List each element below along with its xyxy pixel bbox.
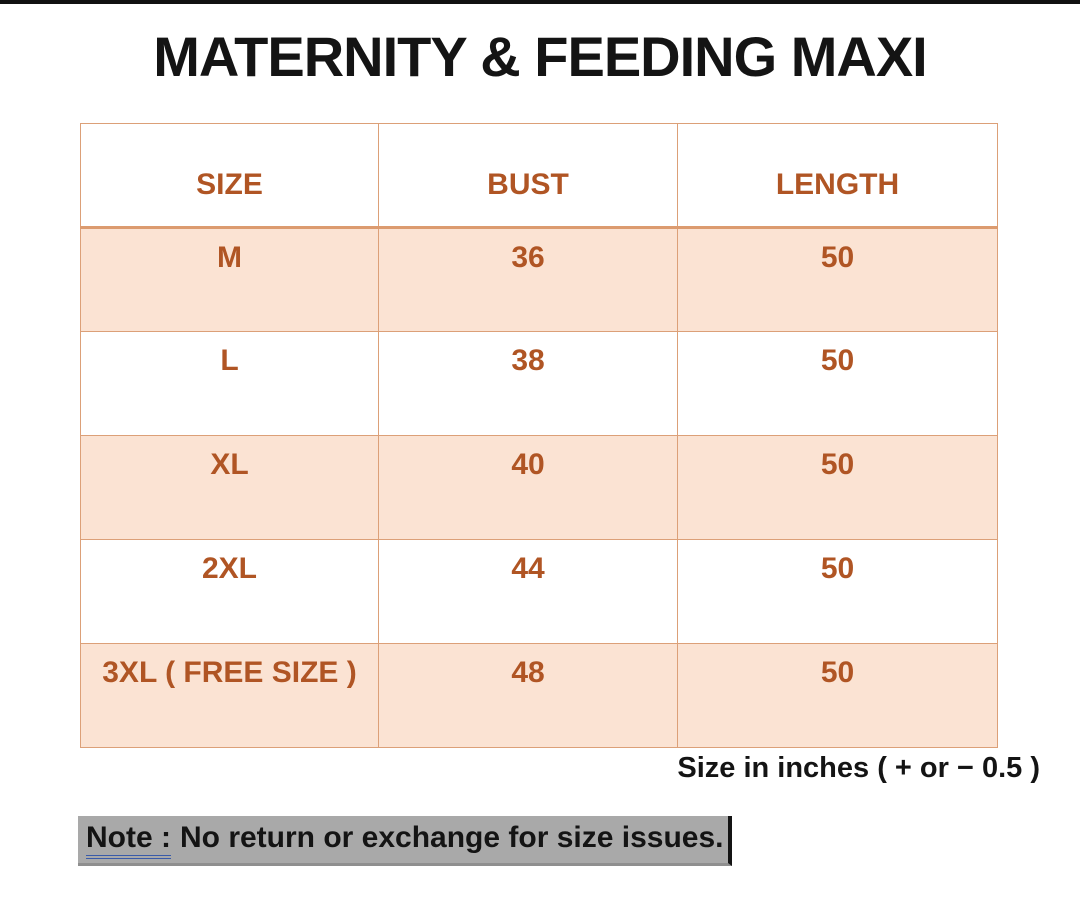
size-cell: M	[80, 227, 379, 332]
length-cell: 50	[677, 643, 998, 748]
size-cell: XL	[80, 435, 379, 540]
table-row: 3XL ( FREE SIZE ) 48 50	[80, 643, 998, 748]
column-header-bust: BUST	[378, 123, 678, 229]
length-cell: 50	[677, 227, 998, 332]
note-text: No return or exchange for size issues.	[180, 821, 724, 854]
table-row: XL 40 50	[80, 435, 998, 540]
table-header-row: SIZE BUST LENGTH	[80, 123, 998, 229]
bust-cell: 36	[378, 227, 678, 332]
length-cell: 50	[677, 435, 998, 540]
top-border-bar	[0, 0, 1080, 4]
bust-cell: 48	[378, 643, 678, 748]
return-policy-note: Note : No return or exchange for size iss…	[78, 816, 732, 866]
bust-cell: 38	[378, 331, 678, 436]
length-cell: 50	[677, 331, 998, 436]
size-cell: 2XL	[80, 539, 379, 644]
size-chart-table: SIZE BUST LENGTH M 36 50 L 38 50 XL 40 5…	[80, 123, 998, 748]
length-cell: 50	[677, 539, 998, 644]
column-header-length: LENGTH	[677, 123, 998, 229]
table-row: M 36 50	[80, 227, 998, 332]
bust-cell: 44	[378, 539, 678, 644]
table-row: 2XL 44 50	[80, 539, 998, 644]
note-label: Note :	[86, 821, 171, 859]
size-cell: L	[80, 331, 379, 436]
bust-cell: 40	[378, 435, 678, 540]
page-title: MATERNITY & FEEDING MAXI	[153, 25, 928, 88]
units-tolerance-note: Size in inches ( + or − 0.5 )	[677, 752, 1040, 784]
table-row: L 38 50	[80, 331, 998, 436]
size-cell: 3XL ( FREE SIZE )	[80, 643, 379, 748]
column-header-size: SIZE	[80, 123, 379, 229]
